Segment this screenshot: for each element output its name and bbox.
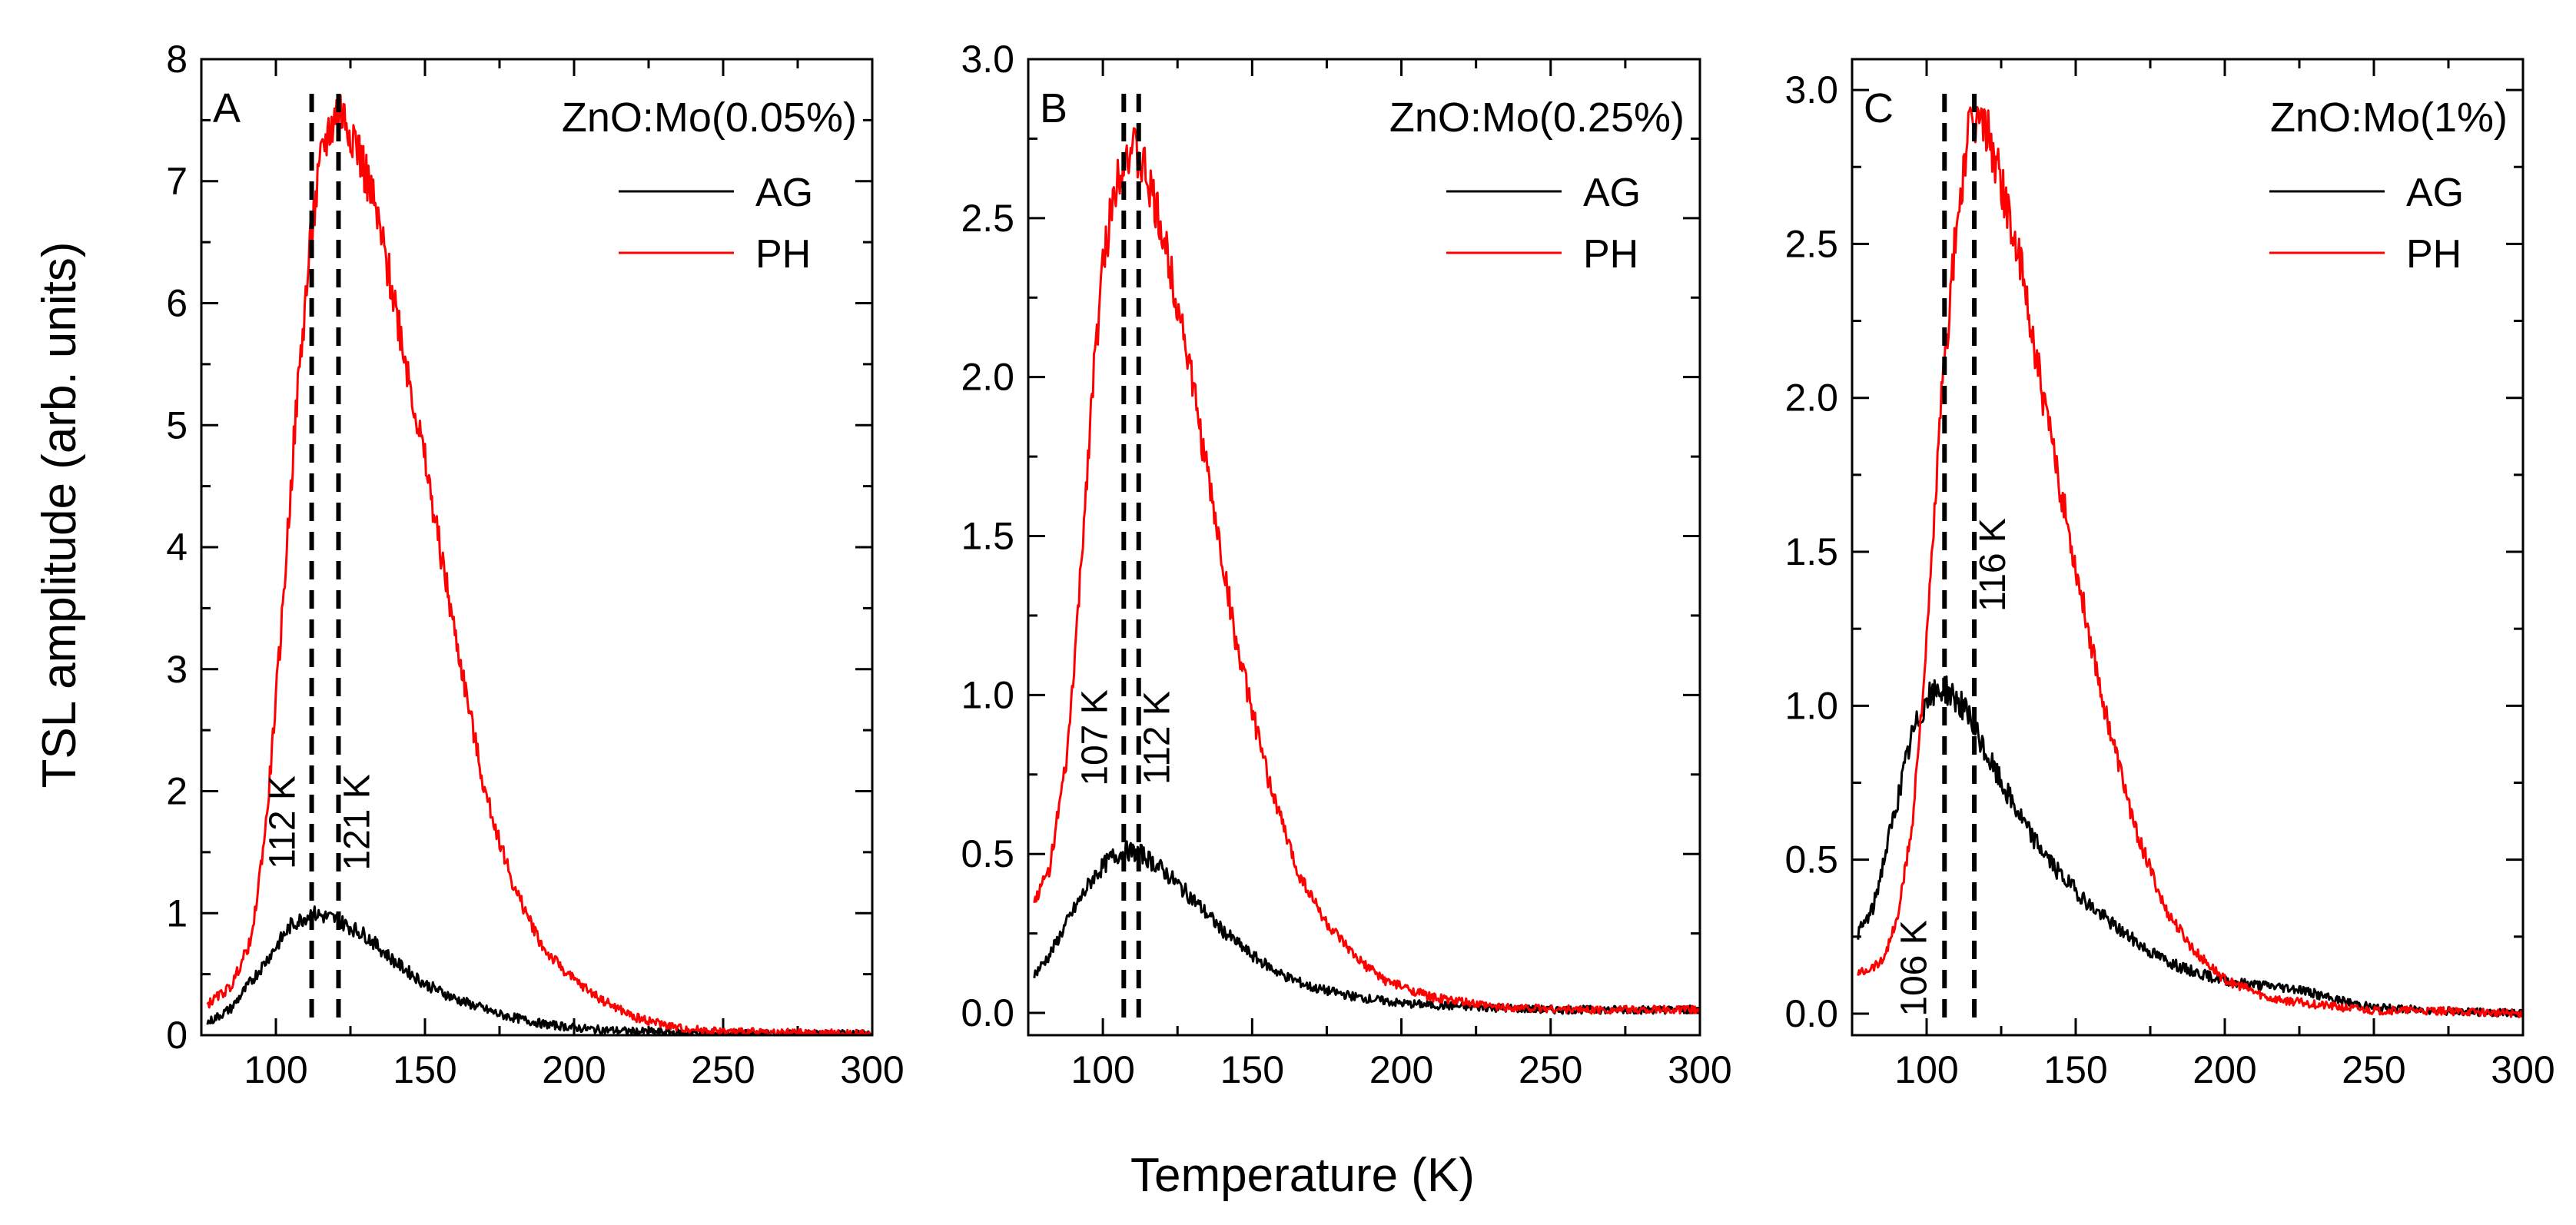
panel-title: ZnO:Mo(1%) (2270, 95, 2508, 141)
y-tick-label: 2.0 (961, 356, 1014, 399)
legend-label-ph: PH (755, 232, 811, 277)
legend-label-ph: PH (1583, 232, 1638, 277)
x-tick-label: 100 (1894, 1048, 1958, 1091)
x-tick-label: 300 (1668, 1048, 1731, 1091)
peak-label: 121 K (337, 774, 377, 870)
y-tick-label: 0.5 (961, 832, 1014, 875)
x-tick-label: 200 (2193, 1048, 2256, 1091)
series-ag-line (1857, 675, 2523, 1018)
y-tick-label: 1.0 (961, 673, 1014, 716)
x-tick-label: 250 (2342, 1048, 2405, 1091)
x-tick-label: 300 (840, 1048, 904, 1091)
y-tick-label: 1.5 (1784, 530, 1838, 573)
panel-letter: B (1040, 85, 1067, 131)
x-tick-label: 150 (1220, 1048, 1284, 1091)
peak-label: 106 K (1894, 920, 1934, 1016)
peak-label: 112 K (263, 775, 304, 869)
x-tick-label: 150 (2043, 1048, 2107, 1091)
series-ph-line (1857, 106, 2523, 1019)
series-ag-line (1033, 840, 1700, 1015)
x-axis-title: Temperature (K) (1130, 1149, 1475, 1202)
y-tick-label: 3.0 (961, 38, 1014, 81)
x-tick-label: 100 (1071, 1048, 1134, 1091)
x-tick-label: 250 (691, 1048, 755, 1091)
series-ph-line (1033, 127, 1700, 1015)
y-axis-title: TSL amplitude (arb. units) (33, 241, 86, 788)
x-tick-label: 300 (2491, 1048, 2554, 1091)
y-tick-label: 2.5 (1784, 222, 1838, 265)
y-tick-label: 7 (166, 160, 188, 203)
panel-c: 100 150 200 250 300 0.0 0.5 1.0 1.5 2.0 2.5 3.0 106 … (1784, 58, 2555, 1091)
y-tick-label: 2.0 (1784, 377, 1838, 420)
panel-title: ZnO:Mo(0.05%) (562, 95, 857, 141)
y-tick-label: 1 (166, 891, 188, 935)
panel-curves (1857, 106, 2523, 1019)
panel-b: 100 150 200 250 300 0.0 0.5 1.0 1.5 2.0 2.5 3.0 107 … (961, 38, 1731, 1091)
y-tick-label: 5 (166, 403, 188, 447)
x-tick-label: 100 (244, 1048, 307, 1091)
y-tick-label: 4 (166, 526, 188, 569)
panel-frame (1027, 58, 1701, 1037)
y-tick-label: 0 (166, 1014, 188, 1057)
peak-label: 107 K (1074, 689, 1115, 785)
peak-label: 116 K (1973, 518, 2013, 612)
y-tick-label: 8 (166, 38, 188, 81)
x-tick-label: 150 (393, 1048, 456, 1091)
x-tick-label: 250 (1519, 1048, 1582, 1091)
y-tick-label: 3 (166, 648, 188, 691)
y-tick-label: 2.5 (961, 197, 1014, 240)
y-tick-label: 1.0 (1784, 684, 1838, 727)
panel-frame (200, 58, 874, 1037)
panel-a: 100 150 200 250 300 0 1 2 3 4 5 6 7 8 112 K 121 K A ZnO:M… (166, 38, 905, 1091)
legend-label-ag: AG (755, 171, 813, 215)
series-ag-line (206, 905, 872, 1035)
panel-letter: C (1864, 85, 1894, 131)
panel-letter: A (213, 85, 241, 131)
x-tick-label: 200 (542, 1048, 606, 1091)
legend-label-ph: PH (2406, 232, 2461, 277)
y-tick-label: 0.5 (1784, 838, 1838, 881)
y-tick-label: 0.0 (961, 991, 1014, 1034)
panel-title: ZnO:Mo(0.25%) (1389, 95, 1685, 141)
series-ph-line (206, 94, 872, 1035)
y-tick-label: 0.0 (1784, 992, 1838, 1035)
y-tick-label: 1.5 (961, 515, 1014, 558)
panels-layer: 100 150 200 250 300 0 1 2 3 4 5 6 7 8 112 K 121 K A ZnO:M… (166, 38, 2555, 1091)
y-tick-label: 2 (166, 770, 188, 813)
peak-label: 112 K (1137, 691, 1178, 785)
y-tick-label: 3.0 (1784, 68, 1838, 111)
y-tick-label: 6 (166, 282, 188, 325)
x-tick-label: 200 (1369, 1048, 1433, 1091)
legend-label-ag: AG (1583, 171, 1641, 215)
panel-frame (1851, 58, 2525, 1037)
legend-label-ag: AG (2406, 171, 2464, 215)
panel-curves (1033, 127, 1700, 1015)
panel-curves (206, 94, 872, 1035)
